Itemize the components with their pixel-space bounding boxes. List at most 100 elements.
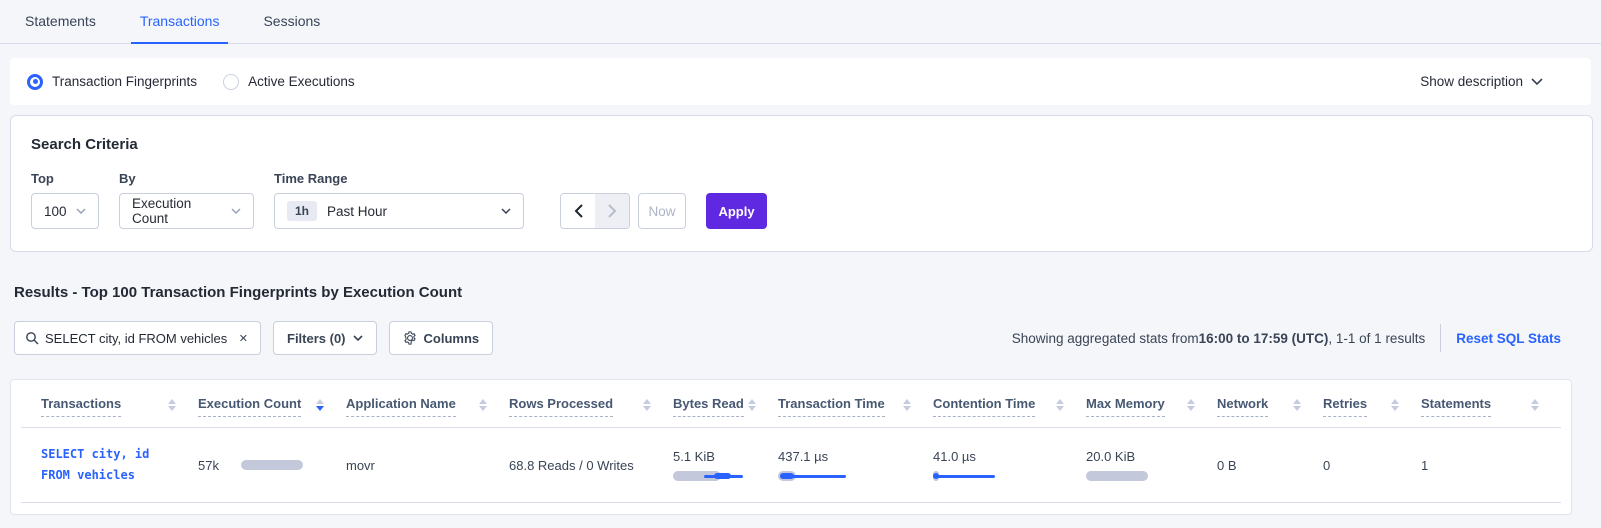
search-input[interactable] [45, 330, 231, 346]
show-description-label: Show description [1420, 74, 1523, 89]
filters-button[interactable]: Filters (0) [273, 321, 377, 355]
application-name-value: movr [346, 457, 375, 473]
column-header-retries: Retries [1323, 396, 1421, 417]
show-description-toggle[interactable]: Show description [1420, 74, 1543, 89]
time-range-select[interactable]: 1h Past Hour [274, 193, 524, 229]
sort-icon[interactable] [479, 396, 487, 411]
divider [1440, 324, 1442, 352]
chevron-down-icon [231, 208, 241, 214]
retries-value: 0 [1323, 457, 1331, 473]
time-range-stepper [560, 193, 630, 229]
previous-time-range-button[interactable] [561, 194, 595, 228]
column-label[interactable]: Transactions [41, 396, 122, 417]
next-time-range-button[interactable] [595, 194, 629, 228]
columns-label: Columns [423, 330, 480, 346]
column-label[interactable]: Rows Processed [509, 396, 614, 417]
aggregated-stats-text: Showing aggregated stats from 16:00 to 1… [1012, 331, 1425, 346]
column-label[interactable]: Statements [1421, 396, 1492, 417]
execution-count-bar [240, 460, 321, 470]
radio-label: Active Executions [248, 74, 355, 89]
search-criteria-title: Search Criteria [31, 136, 138, 153]
table-header-row: Transactions Execution Count Application… [11, 380, 1571, 417]
chevron-down-icon [76, 208, 86, 214]
chevron-down-icon [352, 335, 363, 341]
time-range-value: Past Hour [327, 203, 388, 219]
time-range-field: Time Range 1h Past Hour [274, 171, 540, 229]
top-field: Top 100 [31, 171, 99, 229]
apply-button[interactable]: Apply [706, 193, 767, 229]
top-label: Top [31, 171, 54, 186]
clear-search-icon[interactable]: ✕ [238, 332, 248, 345]
chevron-right-icon [607, 204, 616, 218]
top-select[interactable]: 100 [31, 193, 99, 229]
statements-value: 1 [1421, 457, 1429, 473]
tab-sessions[interactable]: Sessions [263, 13, 321, 29]
radio-transaction-fingerprints[interactable]: Transaction Fingerprints [27, 73, 198, 90]
column-label[interactable]: Contention Time [933, 396, 1036, 417]
column-header-execution-count: Execution Count [198, 396, 346, 417]
column-header-rows-processed: Rows Processed [509, 396, 673, 417]
column-header-transactions: Transactions [41, 396, 198, 417]
by-label: By [119, 171, 136, 186]
sort-icon[interactable] [1187, 396, 1195, 411]
transactions-table: Transactions Execution Count Application… [10, 379, 1572, 515]
column-label[interactable]: Max Memory [1086, 396, 1165, 417]
stats-prefix: Showing aggregated stats from [1011, 330, 1199, 346]
by-select[interactable]: Execution Count [119, 193, 254, 229]
view-toggle-card: Transaction Fingerprints Active Executio… [10, 58, 1591, 105]
tab-transactions[interactable]: Transactions [130, 0, 229, 44]
contention-time-bar [933, 471, 1013, 481]
column-header-transaction-time: Transaction Time [778, 396, 933, 417]
column-header-contention-time: Contention Time [933, 396, 1086, 417]
tab-statements[interactable]: Statements [25, 13, 96, 29]
columns-button[interactable]: Columns [388, 321, 494, 355]
column-label[interactable]: Bytes Read [673, 396, 744, 417]
transaction-fingerprint-link[interactable]: SELECT city, id FROM vehicles [41, 447, 150, 482]
radio-label: Transaction Fingerprints [52, 74, 198, 89]
sort-icon[interactable] [1056, 396, 1064, 411]
contention-time-value: 41.0 µs [933, 449, 976, 464]
column-header-bytes-read: Bytes Read [673, 396, 778, 417]
bytes-read-value: 5.1 KiB [673, 449, 715, 464]
sort-icon[interactable] [903, 396, 911, 411]
by-field: By Execution Count [119, 171, 254, 229]
sort-icon[interactable] [168, 396, 176, 411]
column-label[interactable]: Execution Count [198, 396, 302, 417]
radio-active-executions[interactable]: Active Executions [223, 73, 355, 90]
chevron-left-icon [574, 204, 583, 218]
search-criteria-card: Search Criteria Top 100 By Execution Cou… [10, 115, 1593, 252]
filters-label: Filters (0) [287, 330, 346, 346]
sort-icon[interactable] [748, 396, 756, 411]
max-memory-value: 20.0 KiB [1086, 449, 1136, 464]
reset-sql-stats-link[interactable]: Reset SQL Stats [1456, 330, 1561, 346]
top-value: 100 [44, 203, 67, 219]
column-label[interactable]: Network [1217, 396, 1269, 417]
execution-count-value: 57k [198, 457, 219, 473]
column-header-max-memory: Max Memory [1086, 396, 1217, 417]
column-label[interactable]: Application Name [346, 396, 456, 417]
sort-icon[interactable] [643, 396, 651, 411]
time-range-badge: 1h [287, 201, 318, 221]
sort-icon[interactable] [316, 396, 324, 411]
network-value: 0 B [1217, 457, 1237, 473]
stats-time-window: 16:00 to 17:59 (UTC) [1198, 330, 1329, 346]
radio-selected-icon [27, 73, 43, 90]
sort-icon[interactable] [1293, 396, 1301, 411]
search-icon [26, 332, 39, 345]
column-header-application-name: Application Name [346, 396, 509, 417]
chevron-down-icon [501, 208, 511, 214]
transaction-time-value: 437.1 µs [778, 449, 829, 464]
sort-icon[interactable] [1391, 396, 1399, 411]
sort-icon[interactable] [1531, 396, 1539, 411]
column-label[interactable]: Retries [1323, 396, 1368, 417]
column-label[interactable]: Transaction Time [778, 396, 885, 417]
results-heading: Results - Top 100 Transaction Fingerprin… [14, 284, 463, 301]
table-row: SELECT city, id FROM vehicles 57k movr 6… [11, 428, 1571, 502]
results-toolbar: ✕ Filters (0) Columns Showing aggregated… [14, 321, 1561, 355]
rows-processed-value: 68.8 Reads / 0 Writes [509, 457, 634, 473]
time-range-label: Time Range [274, 171, 348, 186]
max-memory-bar [1086, 471, 1166, 481]
gear-icon [403, 331, 416, 345]
search-box[interactable]: ✕ [14, 321, 261, 355]
now-button[interactable]: Now [638, 193, 686, 229]
